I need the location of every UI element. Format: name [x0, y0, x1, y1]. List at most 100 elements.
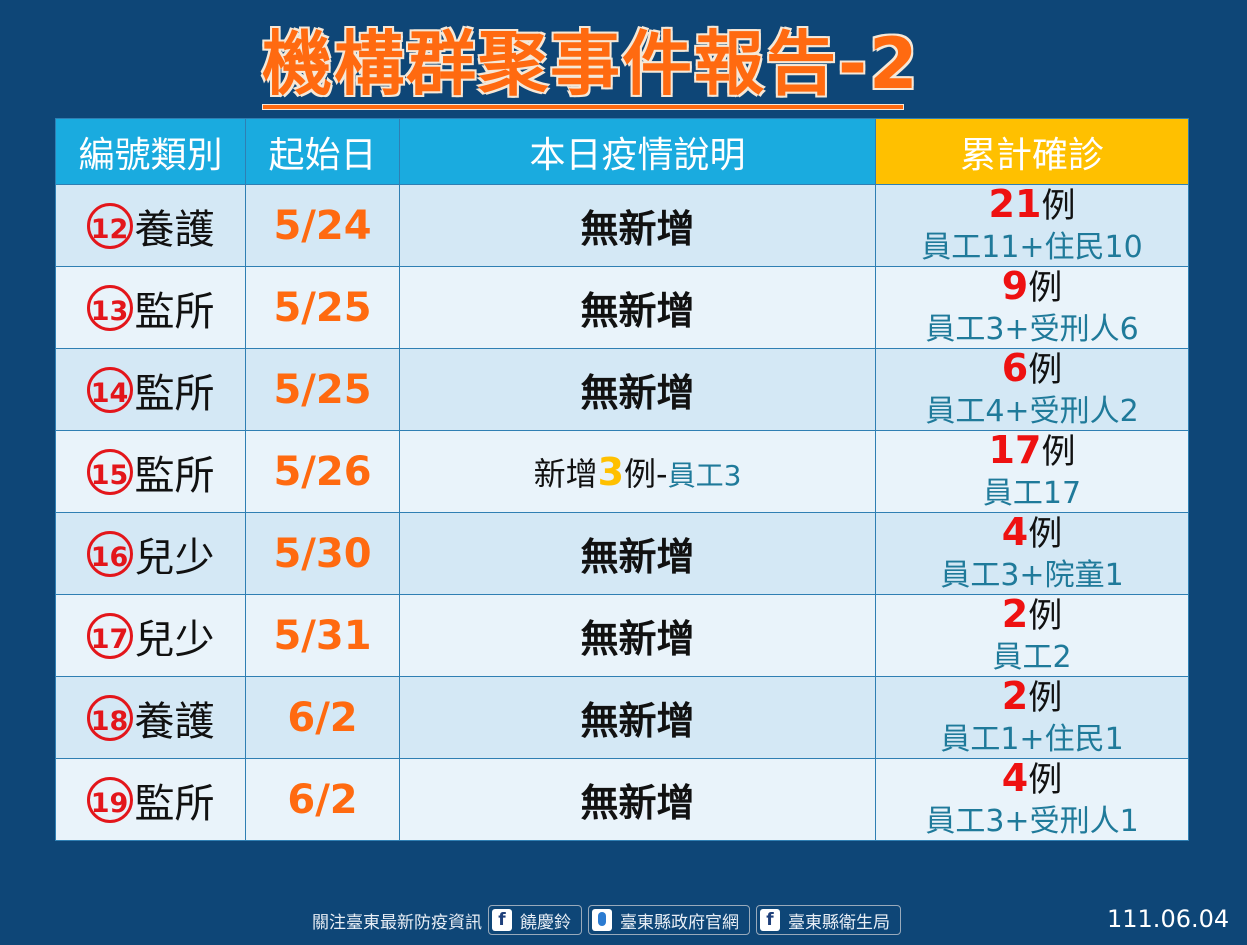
number-badge: 14 — [86, 366, 133, 413]
total-breakdown: 員工3+院童1 — [940, 557, 1124, 593]
total-count: 4 — [1001, 509, 1029, 554]
category: 監所 — [134, 780, 215, 827]
total-cell: 2例 員工1+住民1 — [875, 673, 1189, 759]
description-cell: 無新增 — [399, 512, 876, 595]
description-cell: 無新增 — [399, 348, 876, 431]
category: 養護 — [134, 698, 215, 745]
total-count: 21 — [988, 181, 1042, 226]
start-date: 5/26 — [245, 430, 400, 513]
category: 監所 — [134, 452, 215, 499]
number-badge: 12 — [86, 202, 133, 249]
link-mayor-facebook[interactable]: f 饒慶鈴 — [488, 905, 582, 935]
total-cell: 17例 員工17 — [875, 427, 1189, 513]
category-cell: 18 養護 — [55, 676, 246, 759]
total-unit: 例 — [1041, 431, 1076, 472]
category-cell: 12 養護 — [55, 184, 246, 267]
total-unit: 例 — [1028, 267, 1063, 308]
number-badge: 18 — [86, 694, 133, 741]
start-date: 5/25 — [245, 348, 400, 431]
total-unit: 例 — [1028, 349, 1063, 390]
description: 無新增 — [580, 781, 695, 825]
table-row: 15 監所 5/26 新增3例-員工3 17例 員工17 — [55, 427, 1189, 513]
total-breakdown: 員工3+受刑人6 — [925, 311, 1139, 347]
description: 無新增 — [580, 289, 695, 333]
start-date: 5/30 — [245, 512, 400, 595]
county-logo-icon — [592, 909, 612, 931]
desc-prefix: 新增 — [533, 454, 598, 493]
description: 無新增 — [580, 699, 695, 743]
total-count: 17 — [988, 427, 1042, 472]
table-row: 16 兒少 5/30 無新增 4例 員工3+院童1 — [55, 509, 1189, 595]
description-cell: 無新增 — [399, 184, 876, 267]
category: 兒少 — [134, 616, 215, 663]
total-count: 9 — [1001, 263, 1029, 308]
total-breakdown: 員工1+住民1 — [940, 721, 1124, 757]
link-label: 臺東縣政府官網 — [620, 912, 739, 933]
category-cell: 17 兒少 — [55, 594, 246, 677]
description-cell: 無新增 — [399, 758, 876, 841]
header-total: 累計確診 — [875, 118, 1189, 185]
category-cell: 14 監所 — [55, 348, 246, 431]
total-breakdown: 員工3+受刑人1 — [925, 803, 1139, 839]
start-date: 6/2 — [245, 758, 400, 841]
header-category: 編號類別 — [55, 118, 246, 185]
number-badge: 19 — [86, 776, 133, 823]
header-description: 本日疫情說明 — [399, 118, 876, 185]
table-row: 14 監所 5/25 無新增 6例 員工4+受刑人2 — [55, 345, 1189, 431]
description: 無新增 — [580, 617, 695, 661]
number-badge: 16 — [86, 530, 133, 577]
table-row: 17 兒少 5/31 無新增 2例 員工2 — [55, 591, 1189, 677]
total-breakdown: 員工17 — [982, 475, 1082, 511]
header-start-date: 起始日 — [245, 118, 400, 185]
number-badge: 17 — [86, 612, 133, 659]
category-cell: 19 監所 — [55, 758, 246, 841]
total-cell: 2例 員工2 — [875, 591, 1189, 677]
total-breakdown: 員工11+住民10 — [921, 229, 1143, 265]
total-unit: 例 — [1041, 185, 1076, 226]
description: 無新增 — [580, 535, 695, 579]
desc-new-count: 3 — [597, 449, 625, 494]
total-count: 2 — [1001, 591, 1029, 636]
desc-unit: 例- — [624, 454, 668, 493]
number-badge: 13 — [86, 284, 133, 331]
category: 監所 — [134, 288, 215, 335]
description-cell: 新增3例-員工3 — [399, 430, 876, 513]
link-county-website[interactable]: 臺東縣政府官網 — [588, 905, 750, 935]
total-count: 4 — [1001, 755, 1029, 800]
table-row: 13 監所 5/25 無新增 9例 員工3+受刑人6 — [55, 263, 1189, 349]
facebook-icon: f — [492, 909, 512, 931]
facebook-icon: f — [760, 909, 780, 931]
category: 監所 — [134, 370, 215, 417]
total-unit: 例 — [1028, 759, 1063, 800]
cluster-table: 編號類別 起始日 本日疫情說明 累計確診 12 養護 5/24 無新增 21例 員工… — [55, 118, 1189, 841]
start-date: 6/2 — [245, 676, 400, 759]
description: 無新增 — [580, 207, 695, 251]
follow-text: 關注臺東最新防疫資訊 — [312, 912, 482, 933]
category-cell: 13 監所 — [55, 266, 246, 349]
start-date: 5/25 — [245, 266, 400, 349]
description: 無新增 — [580, 371, 695, 415]
footer: 關注臺東最新防疫資訊 f 饒慶鈴 臺東縣政府官網 f 臺東縣衛生局 — [312, 905, 901, 935]
total-unit: 例 — [1028, 677, 1063, 718]
report-date: 111.06.04 — [1107, 905, 1230, 933]
link-health-bureau-facebook[interactable]: f 臺東縣衛生局 — [756, 905, 901, 935]
description-cell: 無新增 — [399, 676, 876, 759]
total-unit: 例 — [1028, 595, 1063, 636]
total-count: 6 — [1001, 345, 1029, 390]
category-cell: 16 兒少 — [55, 512, 246, 595]
start-date: 5/31 — [245, 594, 400, 677]
total-count: 2 — [1001, 673, 1029, 718]
total-unit: 例 — [1028, 513, 1063, 554]
category-cell: 15 監所 — [55, 430, 246, 513]
start-date: 5/24 — [245, 184, 400, 267]
total-cell: 21例 員工11+住民10 — [875, 181, 1189, 267]
number-badge: 15 — [86, 448, 133, 495]
link-label: 臺東縣衛生局 — [788, 912, 890, 933]
table-row: 18 養護 6/2 無新增 2例 員工1+住民1 — [55, 673, 1189, 759]
total-cell: 9例 員工3+受刑人6 — [875, 263, 1189, 349]
total-cell: 4例 員工3+院童1 — [875, 509, 1189, 595]
total-breakdown: 員工4+受刑人2 — [925, 393, 1139, 429]
total-cell: 6例 員工4+受刑人2 — [875, 345, 1189, 431]
total-cell: 4例 員工3+受刑人1 — [875, 755, 1189, 841]
description-cell: 無新增 — [399, 594, 876, 677]
